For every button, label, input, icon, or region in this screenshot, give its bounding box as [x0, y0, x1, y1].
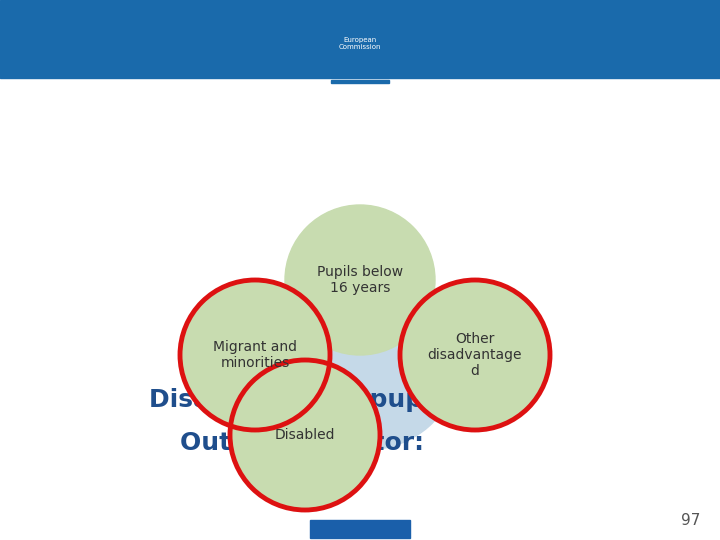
Text: 97: 97: [680, 513, 700, 528]
Text: European
Commission: European Commission: [338, 37, 382, 50]
Text: Pupils below
16 years: Pupils below 16 years: [317, 265, 403, 295]
Bar: [310, 520, 410, 538]
Ellipse shape: [275, 290, 455, 450]
Circle shape: [180, 280, 330, 430]
Text: Output indicator:: Output indicator:: [181, 431, 424, 455]
Text: Disabled: Disabled: [275, 428, 336, 442]
Circle shape: [230, 360, 380, 510]
Bar: [331, 80, 389, 83]
Text: Disadvantaged pupils: Disadvantaged pupils: [149, 388, 456, 411]
Text: Other
disadvantage
d: Other disadvantage d: [428, 332, 522, 378]
Bar: [0, 0, 720, 78]
Circle shape: [400, 280, 550, 430]
Circle shape: [285, 205, 435, 355]
Text: Migrant and
minorities: Migrant and minorities: [213, 340, 297, 370]
